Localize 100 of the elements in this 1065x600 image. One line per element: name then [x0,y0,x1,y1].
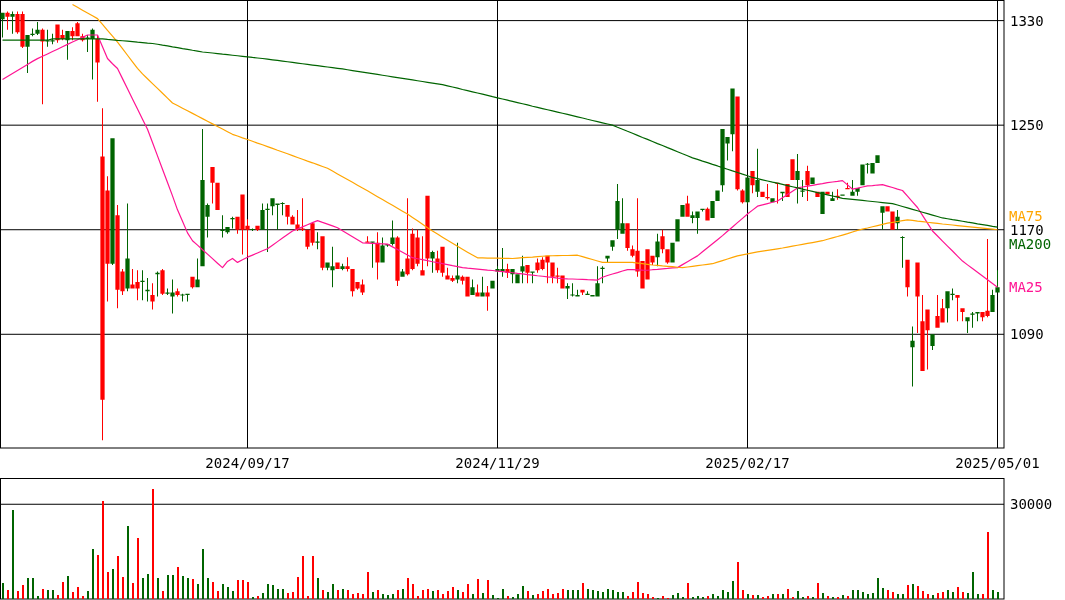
candlestick [565,283,570,299]
bar [607,588,609,599]
bar [537,593,539,599]
bar [177,566,179,599]
bar [572,589,574,599]
bar [557,593,559,599]
bar [372,592,374,599]
candlestick [380,237,385,263]
bar [207,578,209,599]
candlestick [35,21,40,35]
bar [352,594,354,599]
bar [682,596,684,599]
bar [867,593,869,599]
bar [447,591,449,599]
bar [702,596,704,599]
bar [67,575,69,599]
candlestick [95,34,100,102]
bar [187,578,189,599]
bar [642,593,644,599]
candlestick [160,268,165,296]
bar [762,596,764,599]
bar [127,526,129,599]
candlestick [735,96,740,191]
candlestick [145,278,150,302]
bar [147,573,149,599]
candlestick [345,257,350,272]
bar [462,592,464,599]
bar [337,590,339,599]
bar [392,594,394,599]
bar [332,583,334,599]
candlestick [370,241,375,268]
bar [747,593,749,599]
bar [87,591,89,599]
bar [137,538,139,599]
candlestick [655,233,660,267]
bar [987,532,989,599]
y-tick-label: 1090 [1010,326,1044,343]
candlestick [315,232,320,250]
bar [912,583,914,599]
bar [632,591,634,599]
bar [262,593,264,599]
bar [347,590,349,599]
bar [397,590,399,599]
bar [492,595,494,599]
bar [302,555,304,599]
line-series [71,3,999,269]
candlestick [755,148,760,198]
bar [192,579,194,599]
bar [477,579,479,599]
bar [327,592,329,599]
candlestick [430,250,435,273]
candlestick [40,28,45,105]
bar [717,595,719,599]
candlestick [425,195,430,267]
bar [652,596,654,599]
bar [237,580,239,599]
candlestick [490,280,495,289]
candlestick [705,207,710,221]
candlestick [685,195,690,217]
bar [827,595,829,599]
bar [142,578,144,599]
bar [732,581,734,599]
candlestick [900,236,905,268]
bar [852,589,854,599]
candlestick [470,279,475,296]
bar [797,591,799,599]
bar [992,589,994,599]
bar [172,574,174,599]
bar [232,591,234,599]
bar [927,593,929,599]
candlestick [790,159,795,181]
bar [82,596,84,599]
bar [872,593,874,599]
bar [152,489,154,599]
bar [287,593,289,599]
bar [887,589,889,599]
bar [37,596,39,599]
bar [357,593,359,599]
bar [267,583,269,599]
bar [7,590,9,599]
candlestick [140,270,145,301]
bar [622,591,624,599]
candlestick [885,206,890,212]
candlestick [480,276,485,297]
bar [457,590,459,599]
bar [42,588,44,599]
bar [637,581,639,599]
candlestick [125,203,130,292]
bar [167,574,169,599]
candlestick [395,236,400,286]
candlestick [155,271,160,297]
bar [32,577,34,599]
bar [227,587,229,599]
bar [957,586,959,599]
bar [522,585,524,599]
bar [812,596,814,599]
candlestick [745,177,750,204]
bar [222,583,224,599]
candlestick [965,317,970,333]
bar [102,501,104,599]
